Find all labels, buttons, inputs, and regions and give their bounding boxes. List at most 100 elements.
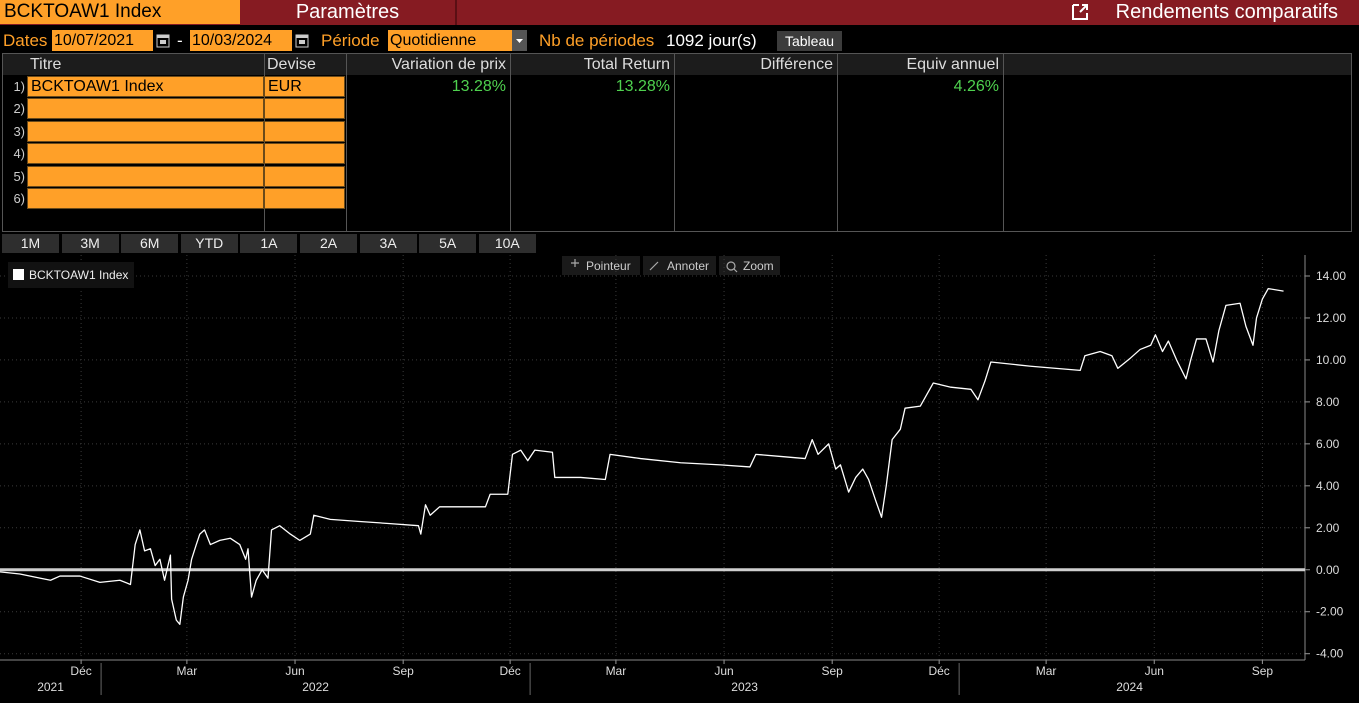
x-tick-label: Mar	[177, 664, 198, 678]
x-tick-label: Mar	[1036, 664, 1057, 678]
tool-button[interactable]	[562, 256, 640, 275]
input-cell[interactable]	[27, 188, 264, 209]
input-cell[interactable]: BCKTOAW1 Index	[27, 76, 264, 97]
x-tick-label: Déc	[499, 664, 520, 678]
y-tick-label: 4.00	[1316, 479, 1340, 493]
calendar-icon[interactable]	[156, 33, 170, 48]
tool-button[interactable]	[719, 256, 780, 275]
function-title: Rendements comparatifs	[1115, 1, 1338, 23]
start-date-input[interactable]: 10/07/2021	[52, 30, 153, 51]
column-divider	[1003, 54, 1004, 231]
column-header: Différence	[760, 56, 833, 73]
series-line	[0, 287, 1284, 625]
legend-box	[8, 262, 134, 288]
column-divider	[264, 54, 265, 231]
period-select[interactable]: Quotidienne	[388, 30, 512, 51]
tool-label[interactable]: Zoom	[743, 259, 774, 273]
column-header: Devise	[267, 56, 316, 73]
x-tick-label: Jun	[285, 664, 304, 678]
input-cell[interactable]	[264, 98, 345, 120]
input-cell[interactable]	[27, 165, 264, 187]
range-button[interactable]: 6M	[121, 234, 179, 253]
y-tick-label: 14.00	[1316, 269, 1346, 283]
settings-tab[interactable]: Paramètres	[295, 1, 400, 23]
y-tick-label: -4.00	[1316, 647, 1344, 661]
column-header: Titre	[30, 56, 62, 73]
input-cell[interactable]	[27, 98, 264, 120]
dates-label: Dates	[3, 31, 48, 50]
y-tick-label: 0.00	[1316, 563, 1340, 577]
column-divider	[346, 54, 347, 231]
row-number: 5)	[13, 168, 25, 184]
end-date-input[interactable]: 10/03/2024	[190, 30, 292, 51]
year-label: 2022	[302, 680, 329, 694]
table-button[interactable]: Tableau	[777, 31, 842, 51]
tool-icon	[571, 259, 579, 267]
count-value: 1092 jour(s)	[666, 31, 757, 50]
value-cell: 13.28%	[615, 78, 670, 95]
y-tick-label: -2.00	[1316, 605, 1344, 619]
column-divider	[510, 54, 511, 231]
row-number: 1)	[13, 79, 25, 94]
date-separator: -	[177, 31, 183, 50]
input-cell[interactable]	[27, 120, 264, 142]
period-label: Période	[321, 31, 380, 50]
value-cell: 13.28%	[451, 78, 506, 95]
input-cell[interactable]	[264, 120, 345, 142]
input-cell[interactable]	[27, 143, 264, 165]
returns-table: Titre Devise Variation de prix Total Return…	[2, 53, 1352, 232]
x-tick-label: Déc	[70, 664, 91, 678]
row-number: 2)	[13, 101, 25, 117]
tool-label[interactable]: Pointeur	[586, 259, 631, 273]
y-tick-label: 8.00	[1316, 395, 1340, 409]
count-label: Nb de périodes	[539, 31, 655, 50]
dropdown-arrow[interactable]	[512, 30, 527, 51]
column-divider	[837, 54, 838, 231]
column-header: Equiv annuel	[906, 56, 999, 73]
legend-swatch	[13, 269, 24, 280]
range-button[interactable]: 1A	[240, 234, 298, 253]
range-button[interactable]: 1M	[2, 234, 59, 253]
tool-button[interactable]	[643, 256, 716, 275]
input-cell[interactable]: EUR	[264, 76, 345, 97]
range-button[interactable]: YTD	[180, 234, 238, 253]
security-input[interactable]: BCKTOAW1 Index	[0, 0, 240, 24]
y-tick-label: 10.00	[1316, 353, 1346, 367]
x-tick-label: Sep	[822, 664, 844, 678]
value-cell: 4.26%	[953, 78, 999, 95]
column-header: Variation de prix	[391, 56, 506, 73]
column-divider	[674, 54, 675, 231]
calendar-icon[interactable]	[295, 33, 309, 48]
input-cell[interactable]	[264, 143, 345, 165]
x-tick-label: Sep	[1252, 664, 1274, 678]
tool-label[interactable]: Annoter	[667, 259, 709, 273]
y-tick-label: 6.00	[1316, 437, 1340, 451]
legend-label: BCKTOAW1 Index	[29, 268, 128, 282]
x-tick-label: Jun	[1145, 664, 1164, 678]
input-cell[interactable]	[264, 165, 345, 187]
tool-icon	[649, 261, 659, 271]
year-label: 2024	[1116, 680, 1143, 694]
row-number: 6)	[13, 191, 25, 206]
x-tick-label: Sep	[392, 664, 414, 678]
range-button[interactable]: 10A	[478, 234, 536, 253]
tab-separator	[455, 0, 457, 25]
row-number: 3)	[13, 123, 25, 139]
x-tick-label: Déc	[928, 664, 949, 678]
open-icon[interactable]	[1070, 2, 1090, 22]
range-button[interactable]: 3M	[61, 234, 119, 253]
tool-icon	[726, 261, 738, 273]
year-label: 2023	[731, 680, 758, 694]
range-button[interactable]: 3A	[359, 234, 417, 253]
range-button[interactable]: 2A	[300, 234, 357, 253]
y-tick-label: 12.00	[1316, 311, 1346, 325]
x-tick-label: Mar	[606, 664, 627, 678]
y-tick-label: 2.00	[1316, 521, 1340, 535]
table-header-bg	[3, 54, 1351, 75]
input-cell[interactable]	[264, 188, 345, 209]
year-label: 2021	[37, 680, 64, 694]
range-button[interactable]: 5A	[419, 234, 477, 253]
